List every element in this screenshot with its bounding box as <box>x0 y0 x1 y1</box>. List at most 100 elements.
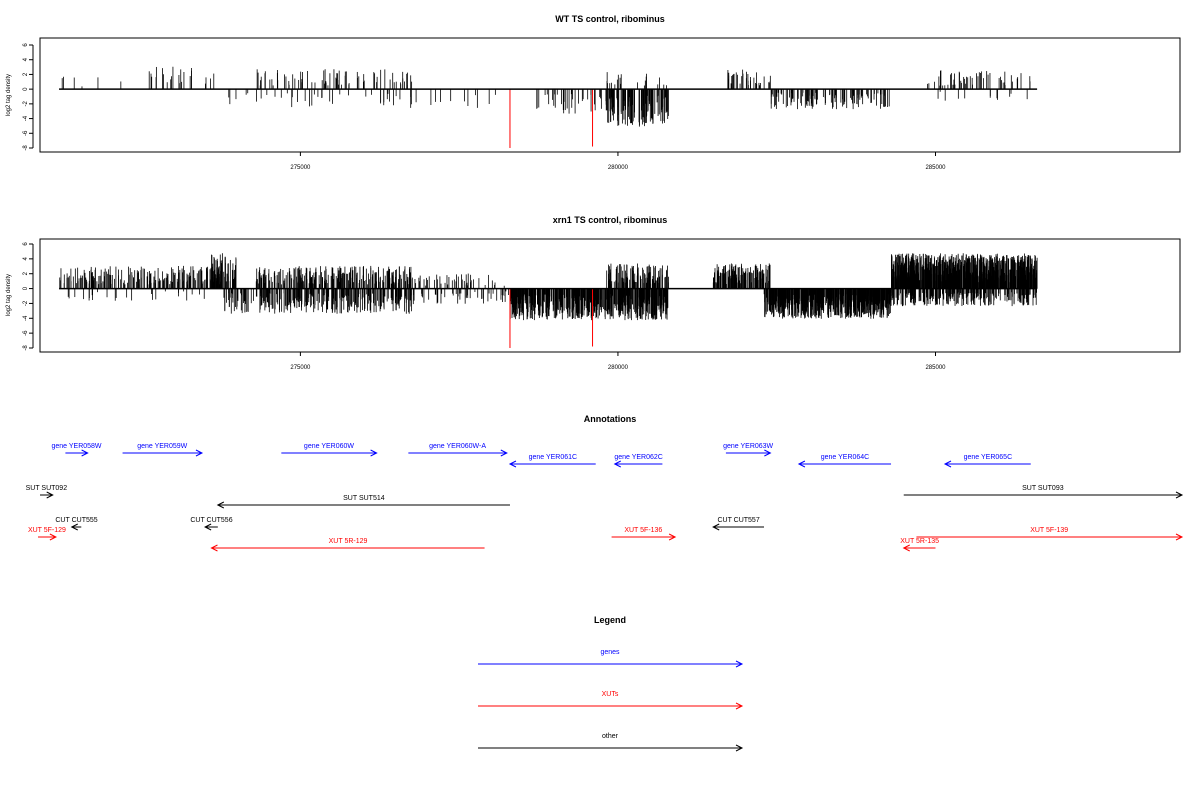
x-tick-label: 280000 <box>608 365 629 371</box>
annotation-label: SUT SUT093 <box>1022 485 1064 492</box>
legend-title: Legend <box>594 615 626 625</box>
annotation-arrow-head <box>943 460 952 468</box>
x-tick-label: 275000 <box>290 365 311 371</box>
annotation-label: XUT 5F-129 <box>28 527 66 534</box>
x-axis: 275000 280000 285000 <box>290 152 946 171</box>
annotation-label: SUT SUT514 <box>343 495 385 502</box>
annotation-features: gene YER058W gene YER059W gene YER060W gene… <box>26 443 1184 552</box>
legend: Legend genes XUTs other <box>478 615 744 752</box>
annotation-arrow-head <box>797 460 806 468</box>
annotation-feature: SUT SUT514 <box>216 495 510 509</box>
y-tick-label: 0 <box>23 87 29 91</box>
plot-frame <box>39 238 1181 353</box>
annotation-feature: gene YER058W <box>51 443 102 457</box>
y-axis: 6 4 2 0 -2 -4 -6 -8 <box>23 43 34 151</box>
y-tick-label: 0 <box>23 286 29 290</box>
annotation-arrow-head <box>902 544 910 552</box>
annotation-arrow-head <box>195 449 204 457</box>
annotation-label: gene YER063W <box>723 443 773 450</box>
legend-label: genes <box>600 649 620 656</box>
legend-label: other <box>602 733 619 740</box>
annotation-label: gene YER059W <box>137 443 187 450</box>
y-tick-label: 6 <box>23 242 29 246</box>
annotation-label: SUT SUT092 <box>26 485 68 492</box>
annotation-arrow-head <box>500 449 508 457</box>
annotation-arrow-head <box>204 523 212 531</box>
y-axis-label: log2 tag density <box>6 274 12 316</box>
annotation-arrow-head <box>70 523 78 531</box>
annotation-arrow-head <box>735 744 744 752</box>
annotation-arrow-head <box>735 660 744 668</box>
annotation-feature: gene YER061C <box>508 454 596 468</box>
annotation-feature: CUT CUT556 <box>190 517 233 531</box>
annotation-feature: SUT SUT093 <box>903 485 1184 499</box>
annotation-arrow-head <box>1175 533 1184 541</box>
density-bars <box>59 253 1038 348</box>
annotation-feature: SUT SUT092 <box>26 485 68 499</box>
wt-track-plot: WT TS control, ribominus log2 tag densit… <box>6 14 1181 171</box>
annotation-label: gene YER060W <box>304 443 354 450</box>
annotation-label: gene YER062C <box>614 454 663 461</box>
legend-item: other <box>478 733 744 752</box>
y-tick-label: 2 <box>23 271 29 275</box>
annotation-feature: gene YER065C <box>943 454 1031 468</box>
legend-item: genes <box>478 649 744 668</box>
y-tick-label: -6 <box>23 130 29 136</box>
annotation-label: XUT 5R-129 <box>329 538 368 545</box>
y-axis: 6 4 2 0 -2 -4 -6 -8 <box>23 242 34 351</box>
x-tick-label: 285000 <box>925 165 946 171</box>
y-tick-label: 6 <box>23 43 29 47</box>
annotation-arrow-head <box>210 544 218 552</box>
annotation-arrow-head <box>46 491 54 499</box>
track-title: xrn1 TS control, ribominus <box>553 215 668 225</box>
y-tick-label: -2 <box>23 101 29 107</box>
annotation-label: gene YER064C <box>821 454 870 461</box>
annotation-arrow-head <box>49 533 57 541</box>
annotation-label: CUT CUT557 <box>717 517 759 524</box>
annotation-arrow-head <box>764 449 772 457</box>
annotation-arrow-head <box>735 702 744 710</box>
y-tick-label: -8 <box>23 345 29 351</box>
x-tick-label: 280000 <box>608 165 629 171</box>
annotation-feature: gene YER060W-A <box>408 443 508 457</box>
annotation-feature: CUT CUT555 <box>55 517 98 531</box>
annotation-label: gene YER065C <box>964 454 1013 461</box>
y-tick-label: 4 <box>23 57 29 61</box>
annotation-arrow-head <box>81 449 89 457</box>
annotation-label: CUT CUT556 <box>190 517 232 524</box>
annotations-title: Annotations <box>584 414 637 424</box>
legend-label: XUTs <box>602 691 619 698</box>
annotation-feature: gene YER064C <box>797 454 892 468</box>
annotations-panel: Annotations gene YER058W gene YER059W gene… <box>26 414 1184 552</box>
annotation-arrow-head <box>1175 491 1184 499</box>
y-tick-label: 2 <box>23 72 29 76</box>
annotation-feature: gene YER063W <box>723 443 774 457</box>
x-tick-label: 285000 <box>925 365 946 371</box>
annotation-arrow-head <box>216 501 225 509</box>
annotation-arrow-head <box>668 533 677 541</box>
x-tick-label: 275000 <box>290 165 311 171</box>
annotation-feature: XUT 5F-129 <box>28 527 66 541</box>
y-tick-label: -2 <box>23 300 29 306</box>
annotation-feature: XUT 5R-135 <box>900 538 939 552</box>
annotation-feature: gene YER059W <box>122 443 204 457</box>
y-tick-label: -4 <box>23 115 29 121</box>
annotation-arrow-head <box>712 523 720 531</box>
annotation-label: XUT 5F-136 <box>624 527 662 534</box>
annotation-label: gene YER061C <box>529 454 578 461</box>
annotation-arrow-head <box>370 449 378 457</box>
density-bars <box>61 66 1031 148</box>
annotation-label: gene YER058W <box>51 443 101 450</box>
annotation-label: CUT CUT555 <box>55 517 97 524</box>
legend-item: XUTs <box>478 691 744 710</box>
annotation-label: XUT 5R-135 <box>900 538 939 545</box>
annotation-feature: XUT 5F-136 <box>611 527 677 541</box>
track-title: WT TS control, ribominus <box>555 14 665 24</box>
annotation-arrow-head <box>508 460 517 468</box>
xrn1-track-plot: xrn1 TS control, ribominus log2 tag dens… <box>6 215 1181 371</box>
annotation-feature: gene YER062C <box>613 454 663 468</box>
annotation-arrow-head <box>613 460 621 468</box>
annotation-label: XUT 5F-139 <box>1030 527 1068 534</box>
annotation-feature: XUT 5R-129 <box>210 538 485 552</box>
